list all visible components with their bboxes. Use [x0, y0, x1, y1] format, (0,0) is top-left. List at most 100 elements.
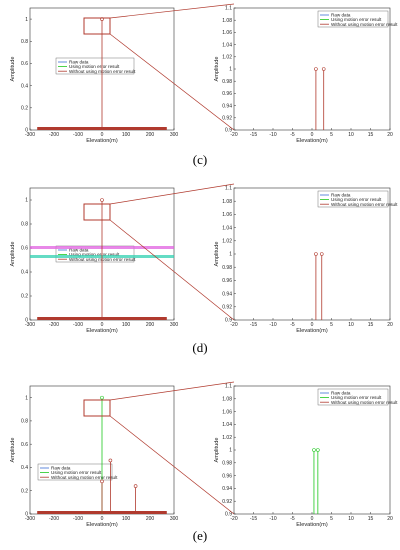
legend-entry: Without using motion error result — [331, 22, 398, 27]
x-tick-label: 0 — [311, 322, 314, 328]
y-tick-label: 0.6 — [21, 442, 28, 448]
y-tick-label: 0.94 — [222, 291, 232, 297]
y-tick-label: 0.98 — [222, 265, 232, 271]
x-tick-label: 200 — [146, 516, 155, 522]
x-tick-label: 0 — [311, 132, 314, 138]
y-tick-label: 0 — [25, 318, 28, 324]
x-tick-label: 15 — [368, 516, 374, 522]
x-tick-label: 5 — [330, 132, 333, 138]
y-tick-label: 1.04 — [222, 42, 232, 48]
x-tick-label: 300 — [170, 132, 179, 138]
y-tick-label: 1.08 — [222, 397, 232, 403]
x-axis-label: Elevation(m) — [296, 522, 328, 528]
x-tick-label: 200 — [146, 322, 155, 328]
right-stem-marker — [319, 252, 324, 256]
y-tick-label: 1.02 — [222, 55, 232, 61]
legend-entry: Raw data — [331, 13, 351, 18]
y-tick-label: 0.96 — [222, 278, 232, 284]
legend-box — [37, 463, 113, 481]
y-axis-label: Amplitude — [10, 57, 16, 82]
panel-label: (c) — [193, 152, 207, 167]
y-tick-label: 0.4 — [21, 270, 28, 276]
legend-box — [317, 388, 389, 406]
y-tick-label: 0.9 — [225, 128, 232, 134]
left-stem-marker — [100, 395, 104, 400]
zoom-box — [83, 399, 111, 417]
x-tick-label: 15 — [368, 132, 374, 138]
x-tick-label: -10 — [269, 132, 276, 138]
x-tick-label: -20 — [230, 132, 237, 138]
legend-box — [55, 57, 135, 75]
right-plot-area-c — [233, 7, 391, 131]
zoom-box — [83, 17, 111, 35]
x-tick-label: -5 — [290, 132, 295, 138]
x-tick-label: 15 — [368, 322, 374, 328]
x-tick-label: -100 — [73, 322, 83, 328]
y-tick-label: 0.4 — [21, 465, 28, 471]
y-axis-label: Amplitude — [10, 242, 16, 267]
y-tick-label: 1.08 — [222, 18, 232, 24]
x-tick-label: 5 — [330, 516, 333, 522]
panel-label: (e) — [193, 528, 207, 543]
y-tick-label: 0.9 — [225, 512, 232, 518]
x-axis-label: Elevation(m) — [86, 522, 118, 528]
right-stem-marker — [314, 252, 318, 256]
y-tick-label: 1.04 — [222, 422, 232, 428]
y-tick-label: 1.08 — [222, 199, 232, 205]
x-tick-label: -10 — [269, 516, 276, 522]
zoom-connector-top — [109, 381, 235, 401]
panel-d: -300 -200 -100 0 100 200 30000.20.40.60.81Elev… — [10, 183, 398, 355]
x-tick-label: -10 — [269, 322, 276, 328]
x-tick-label: 300 — [170, 516, 179, 522]
legend-box — [317, 190, 389, 208]
legend-entry: Raw data — [331, 193, 351, 198]
x-tick-label: 100 — [122, 132, 131, 138]
y-tick-label: 0.2 — [21, 294, 28, 300]
y-axis-label: Amplitude — [10, 438, 16, 463]
x-tick-label: -20 — [230, 516, 237, 522]
legend-entry: Raw data — [331, 391, 351, 396]
x-tick-label: -200 — [49, 132, 59, 138]
x-axis-label: Elevation(m) — [296, 328, 328, 334]
y-tick-label: 0.98 — [222, 461, 232, 467]
y-tick-label: 1 — [229, 448, 232, 454]
zoom-connector-top — [109, 183, 235, 205]
y-tick-label: 0.92 — [222, 116, 232, 122]
y-axis-label: Amplitude — [214, 57, 220, 82]
y-axis-label: Amplitude — [214, 242, 220, 267]
x-tick-label: -15 — [250, 322, 257, 328]
panel-label: (d) — [192, 340, 207, 355]
y-tick-label: 1 — [25, 17, 28, 23]
legend-entry: Using motion error result — [69, 64, 120, 69]
y-tick-label: 0.9 — [225, 318, 232, 324]
legend-entry: Using motion error result — [331, 395, 382, 400]
y-tick-label: 0.94 — [222, 103, 232, 109]
y-tick-label: 1 — [229, 252, 232, 258]
y-tick-label: 1 — [229, 67, 232, 73]
y-tick-label: 0.92 — [222, 499, 232, 505]
y-tick-label: 1.04 — [222, 225, 232, 231]
y-tick-label: 1.1 — [225, 6, 232, 12]
y-tick-label: 1.06 — [222, 212, 232, 218]
y-axis-label: Amplitude — [214, 438, 220, 463]
y-tick-label: 0.94 — [222, 486, 232, 492]
x-tick-label: -300 — [25, 516, 35, 522]
legend-entry: Without using motion error result — [331, 202, 398, 207]
legend-entry: Without using motion error result — [51, 475, 118, 480]
x-tick-label: 20 — [387, 132, 393, 138]
y-tick-label: 1 — [25, 395, 28, 401]
y-tick-label: 0.6 — [21, 246, 28, 252]
x-tick-label: -100 — [73, 132, 83, 138]
x-axis-label: Elevation(m) — [296, 138, 328, 144]
y-tick-label: 1.02 — [222, 435, 232, 441]
y-tick-label: 1.1 — [225, 384, 232, 390]
left-stem-marker — [108, 458, 113, 463]
y-tick-label: 0.4 — [21, 83, 28, 89]
x-tick-label: 5 — [330, 322, 333, 328]
y-tick-label: 0.8 — [21, 222, 28, 228]
zoom-connector-bottom — [109, 33, 235, 131]
x-tick-label: 100 — [122, 516, 131, 522]
y-tick-label: 0.2 — [21, 488, 28, 494]
left-stem-marker — [100, 198, 104, 202]
